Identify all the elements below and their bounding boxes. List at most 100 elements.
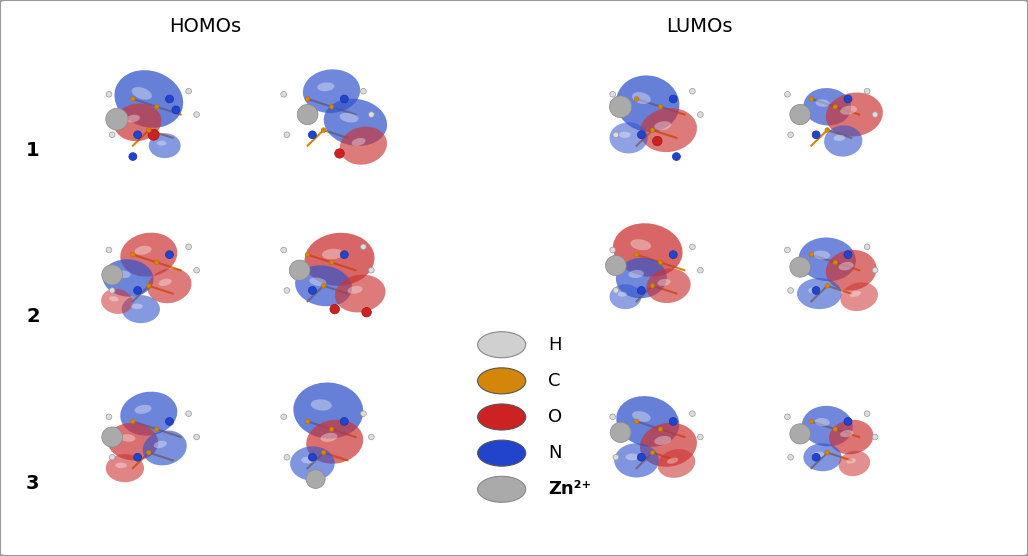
Circle shape [824,128,830,132]
Circle shape [330,305,339,314]
Ellipse shape [293,383,363,439]
Circle shape [340,251,348,259]
Circle shape [833,260,838,265]
Ellipse shape [135,405,151,414]
Ellipse shape [632,92,651,104]
Ellipse shape [610,284,641,309]
Circle shape [833,427,838,431]
Circle shape [368,434,374,440]
Circle shape [653,136,662,146]
Ellipse shape [616,258,667,298]
Circle shape [790,424,810,444]
Ellipse shape [615,443,659,478]
Circle shape [134,453,142,461]
Ellipse shape [813,251,831,259]
Text: O: O [548,408,562,426]
Circle shape [478,332,525,358]
Circle shape [154,427,159,431]
Circle shape [637,286,646,294]
Circle shape [106,108,128,130]
Ellipse shape [610,122,648,153]
Circle shape [634,97,639,101]
Ellipse shape [813,451,824,457]
Ellipse shape [310,399,332,410]
Ellipse shape [120,391,177,436]
Circle shape [321,284,326,288]
Circle shape [306,470,325,488]
Circle shape [690,244,695,250]
Circle shape [193,434,199,440]
Ellipse shape [613,224,683,277]
Circle shape [297,105,318,125]
Circle shape [109,287,115,293]
Circle shape [148,130,159,140]
Circle shape [812,131,820,138]
Ellipse shape [295,265,352,306]
Circle shape [284,287,290,293]
Ellipse shape [640,423,697,467]
Ellipse shape [114,103,161,141]
Circle shape [128,153,137,161]
Circle shape [106,247,112,253]
Ellipse shape [647,269,691,303]
Ellipse shape [808,287,821,294]
Ellipse shape [625,454,638,460]
Ellipse shape [640,108,697,152]
Circle shape [308,453,317,461]
Ellipse shape [290,446,335,480]
Ellipse shape [125,115,140,122]
Circle shape [824,450,830,455]
Circle shape [697,267,703,273]
Ellipse shape [619,132,630,138]
Circle shape [605,255,626,276]
Circle shape [787,132,794,137]
Ellipse shape [318,82,334,91]
Ellipse shape [618,292,627,297]
Circle shape [109,454,115,460]
Circle shape [637,131,646,138]
Circle shape [833,105,838,109]
Ellipse shape [120,434,136,441]
Circle shape [478,404,525,430]
Text: 1: 1 [26,141,40,160]
Ellipse shape [115,463,126,468]
Ellipse shape [149,133,181,158]
Ellipse shape [324,99,388,146]
Text: 3: 3 [26,474,40,493]
Circle shape [186,411,191,416]
Circle shape [478,476,525,502]
Text: H: H [548,336,561,354]
Circle shape [478,368,525,394]
Circle shape [669,95,677,103]
Ellipse shape [135,246,151,255]
Circle shape [844,95,852,103]
Ellipse shape [303,70,360,113]
Circle shape [321,128,326,132]
Circle shape [134,286,142,294]
Circle shape [650,284,655,288]
Circle shape [335,149,344,158]
Circle shape [872,267,878,273]
Circle shape [809,97,814,101]
Circle shape [872,434,878,440]
Circle shape [340,95,348,103]
Circle shape [329,260,334,265]
Circle shape [650,450,655,455]
Circle shape [361,244,366,250]
Ellipse shape [322,249,343,259]
Ellipse shape [657,279,670,286]
Circle shape [172,106,180,114]
Ellipse shape [340,127,387,165]
Ellipse shape [106,454,144,482]
Ellipse shape [143,430,187,465]
Circle shape [186,244,191,250]
Circle shape [284,132,290,137]
Circle shape [340,418,348,425]
Ellipse shape [815,99,830,107]
Ellipse shape [814,418,830,426]
Text: C: C [548,372,560,390]
Ellipse shape [132,87,152,100]
Text: N: N [548,444,561,462]
Circle shape [102,427,122,447]
Ellipse shape [825,92,883,137]
